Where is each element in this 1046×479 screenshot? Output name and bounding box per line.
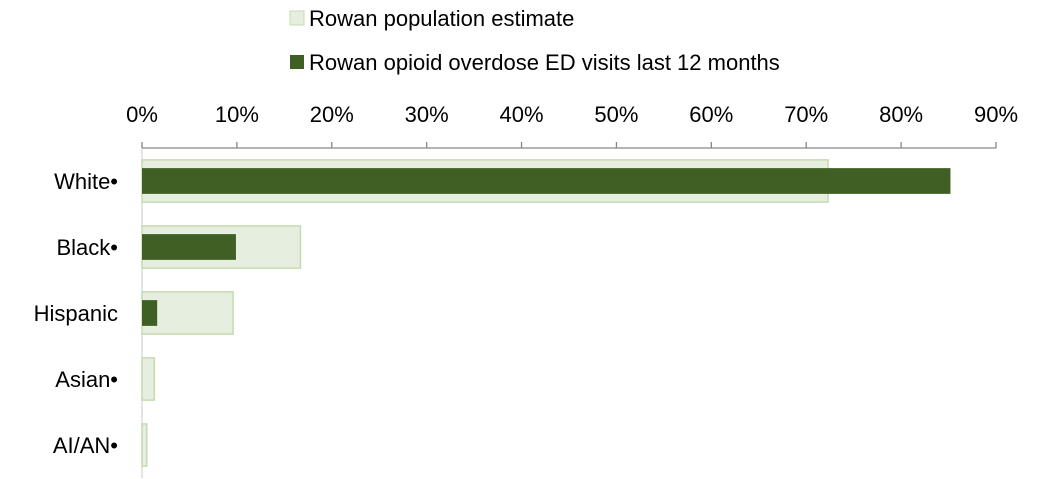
x-tick-label: 40% <box>500 102 544 127</box>
category-label: AI/AN• <box>53 433 118 458</box>
bar-visits <box>142 168 951 194</box>
category-label: Asian• <box>55 367 118 392</box>
x-tick-label: 70% <box>784 102 828 127</box>
x-tick-label: 50% <box>594 102 638 127</box>
legend-label-population: Rowan population estimate <box>309 6 574 31</box>
category-label: Hispanic <box>34 301 118 326</box>
x-tick-label: 20% <box>310 102 354 127</box>
bar-visits <box>142 300 158 326</box>
bar-population <box>141 357 156 401</box>
x-tick-label: 0% <box>126 102 158 127</box>
x-tick-label: 60% <box>689 102 733 127</box>
category-label: Black• <box>57 235 119 260</box>
x-tick-label: 90% <box>974 102 1018 127</box>
legend-label-visits: Rowan opioid overdose ED visits last 12 … <box>309 50 780 75</box>
x-tick-label: 30% <box>405 102 449 127</box>
bar-visits <box>142 234 236 260</box>
x-axis: 0% 10% 20% 30% 40% 50% 60% 70% 80% 90% <box>126 102 1018 478</box>
legend-swatch-visits <box>290 55 304 69</box>
x-tick-label: 80% <box>879 102 923 127</box>
bars <box>141 159 951 467</box>
bar-population <box>141 423 148 467</box>
category-label: White• <box>54 169 118 194</box>
legend-swatch-population <box>289 10 305 26</box>
legend: Rowan population estimate Rowan opioid o… <box>289 6 780 75</box>
category-labels: White• Black• Hispanic Asian• AI/AN• <box>34 169 118 458</box>
x-tick-label: 10% <box>215 102 259 127</box>
